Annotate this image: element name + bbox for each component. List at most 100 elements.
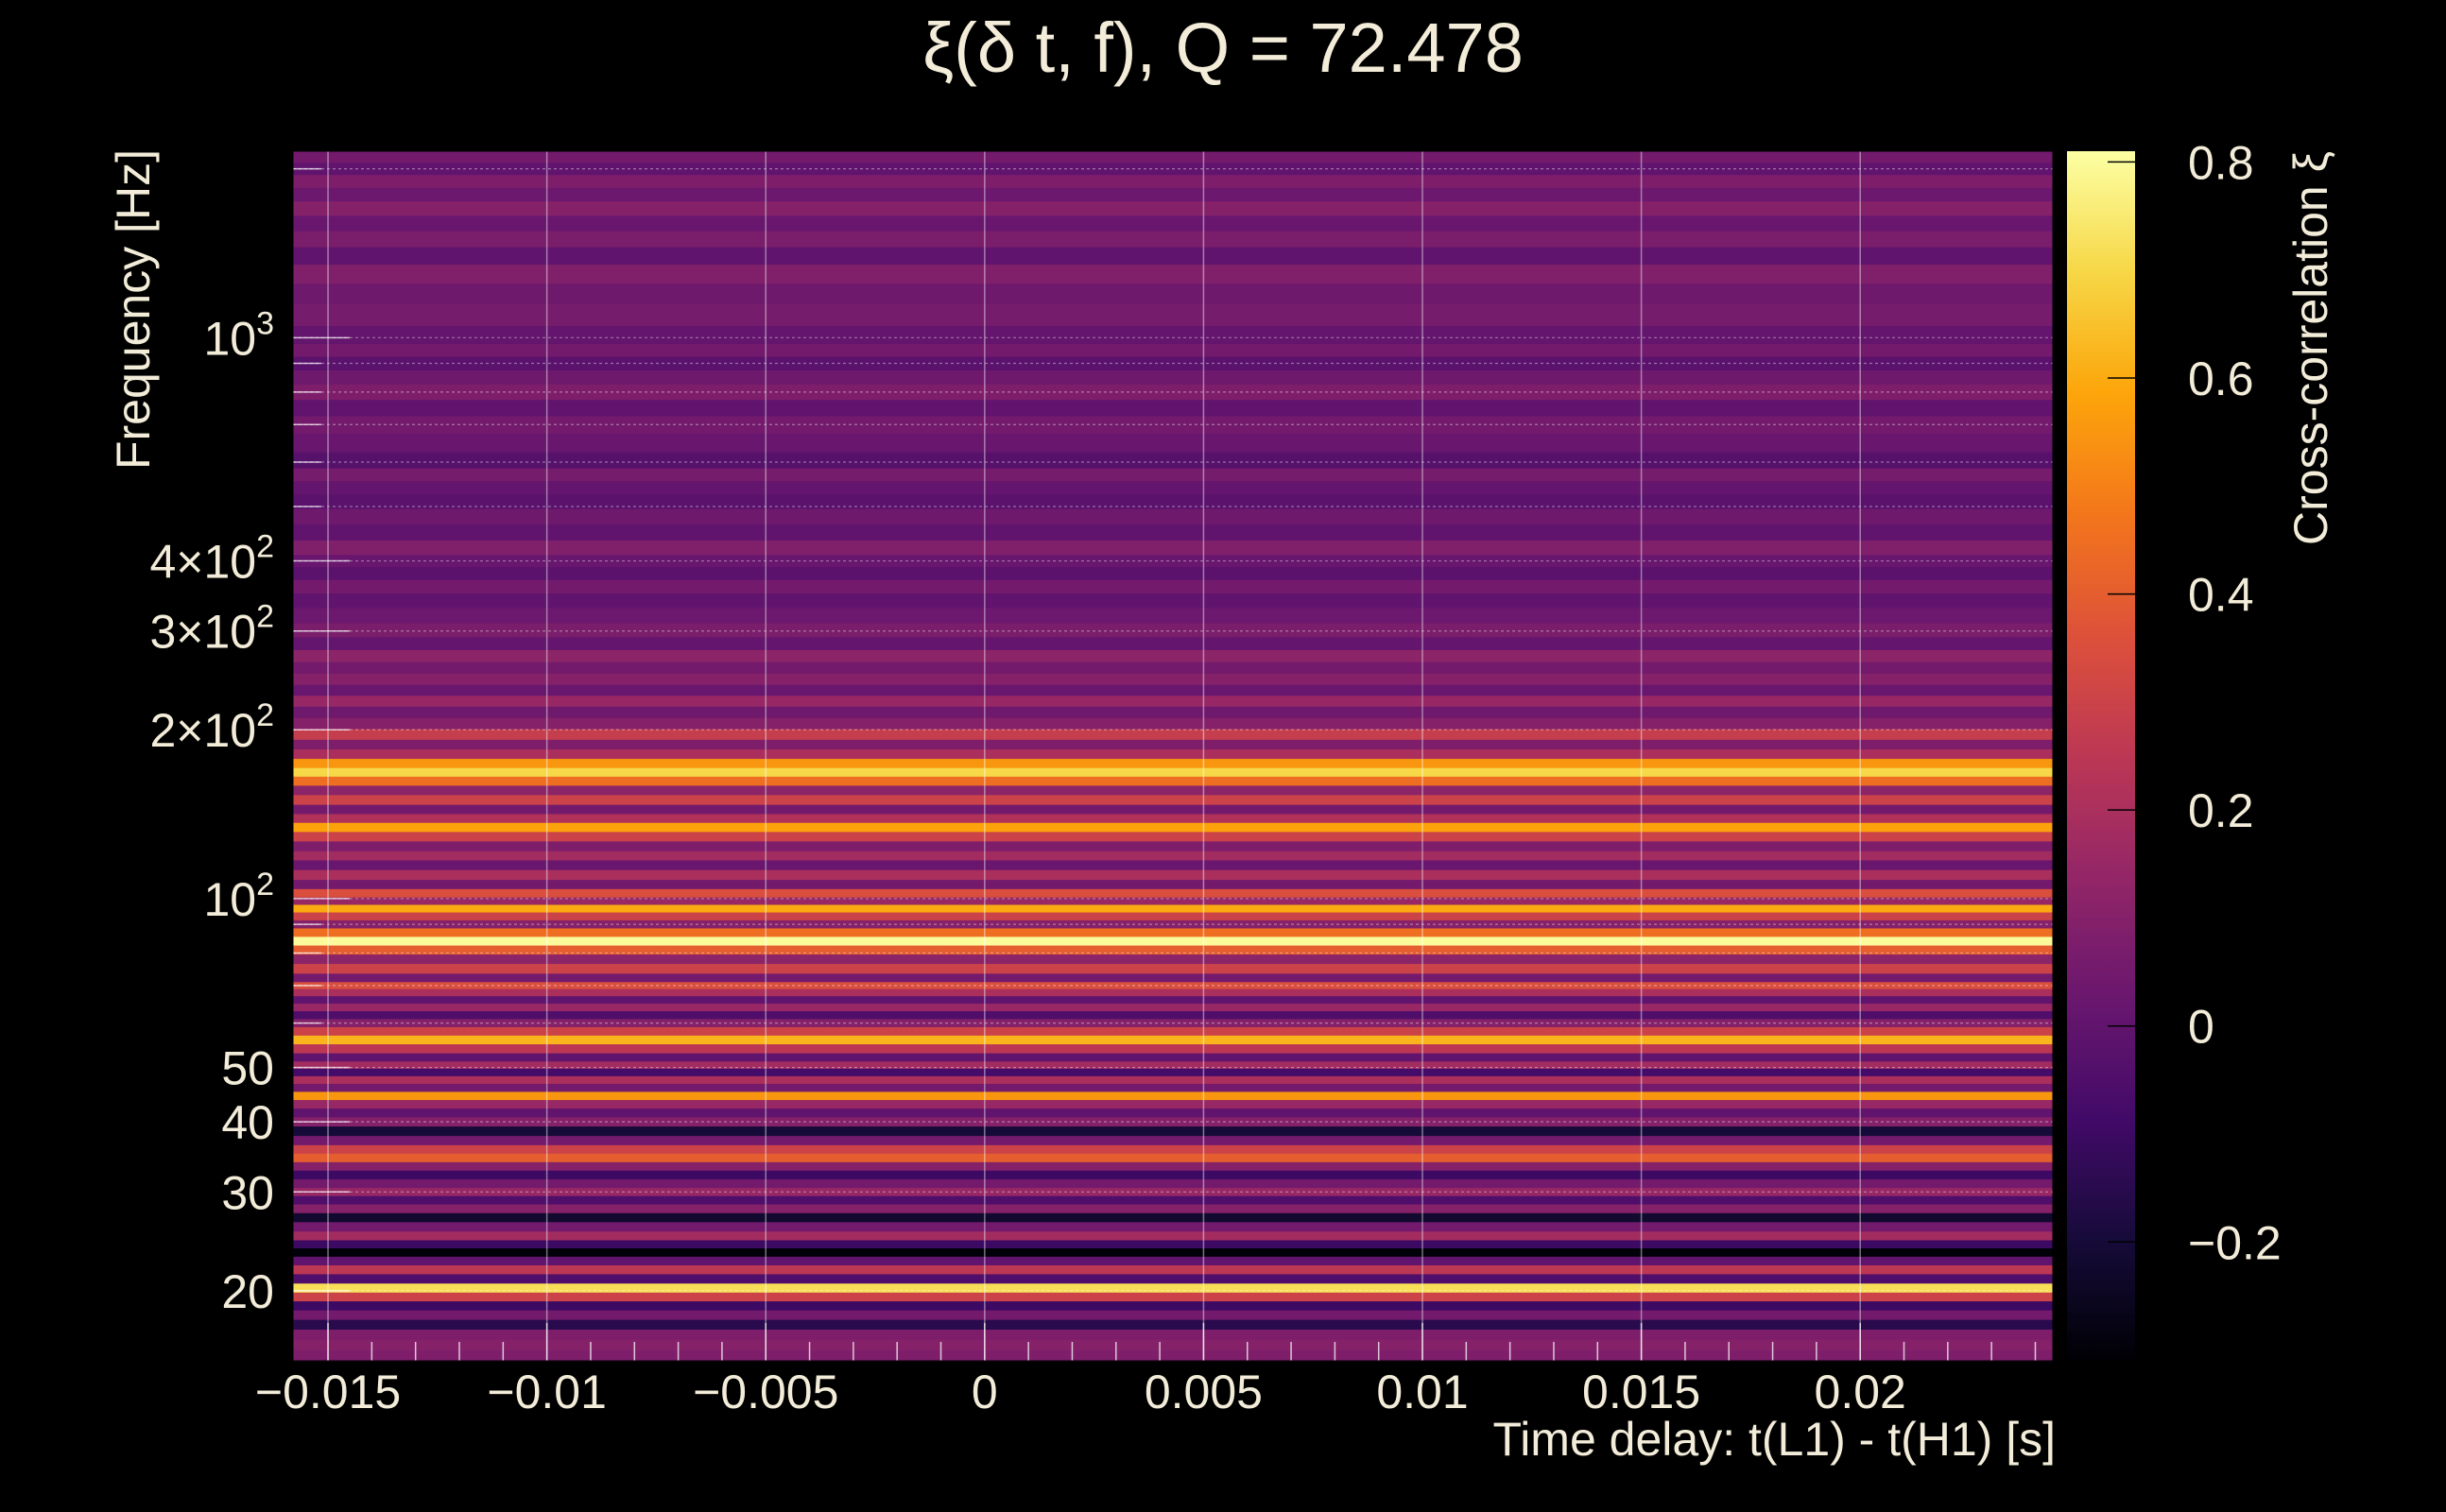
x-tick-labels: −0.015 −0.01 −0.005 0 0.005 0.01 0.015 0.02 (255, 1366, 1906, 1418)
heatmap-band (293, 1292, 2053, 1302)
heatmap-band (293, 649, 2053, 663)
heatmap-band (293, 729, 2053, 741)
heatmap-band (293, 247, 2053, 266)
heatmap-band (293, 1053, 2053, 1062)
heatmap-band (293, 400, 2053, 417)
y-tick-label: 20 (221, 1265, 274, 1318)
heatmap-band (293, 1178, 2053, 1189)
x-tick-label: 0.005 (1145, 1366, 1263, 1418)
heatmap-band (293, 1310, 2053, 1321)
heatmap-band (293, 326, 2053, 345)
x-minor-ticks (327, 1323, 2037, 1361)
colorbar-tick-label: 0.6 (2188, 352, 2254, 405)
y-axis-label: Frequency [Hz] (107, 149, 160, 470)
heatmap-bands (293, 151, 2053, 1362)
colorbar-ticks: 0.8 0.6 0.4 0.2 0 −0.2 (2108, 136, 2282, 1269)
heatmap-band (293, 749, 2053, 760)
heatmap-band (293, 494, 2053, 510)
heatmap-band (293, 1350, 2053, 1362)
heatmap-band (293, 759, 2053, 769)
heatmap-band (293, 201, 2053, 216)
y-tick-label: 3×102 (149, 599, 274, 659)
heatmap-band (293, 1100, 2053, 1109)
y-tick-label: 102 (203, 867, 274, 926)
heatmap-band (293, 814, 2053, 824)
heatmap-band (293, 706, 2053, 719)
heatmap-band (293, 481, 2053, 496)
heatmap-band (293, 187, 2053, 202)
heatmap-band (293, 1283, 2053, 1294)
x-tick-label: −0.01 (487, 1366, 607, 1418)
heatmap-band (293, 524, 2053, 541)
heatmap-band (293, 1195, 2053, 1206)
plot-area (292, 150, 2054, 1362)
heatmap-band (293, 1319, 2053, 1331)
y-tick-label: 30 (221, 1166, 274, 1219)
heatmap-band (293, 936, 2053, 947)
heatmap-band (293, 795, 2053, 806)
x-axis-label: Time delay: t(L1) - t(H1) [s] (1493, 1413, 2056, 1466)
heatmap-band (293, 385, 2053, 401)
y-tick-label: 4×102 (149, 529, 274, 589)
x-tick-label: 0.01 (1376, 1366, 1468, 1418)
heatmap-band (293, 869, 2053, 881)
heatmap-band (293, 841, 2053, 852)
heatmap-band (293, 1068, 2053, 1077)
heatmap-band (293, 284, 2053, 305)
heatmap-band (293, 996, 2053, 1005)
heatmap-band (293, 555, 2053, 568)
heatmap-band (293, 785, 2053, 796)
heatmap-band (293, 468, 2053, 482)
x-tick-label: 0.02 (1815, 1366, 1906, 1418)
heatmap-band (293, 452, 2053, 470)
heatmap-band (293, 1330, 2053, 1341)
heatmap-band (293, 973, 2053, 983)
heatmap-band (293, 804, 2053, 816)
heatmap-band (293, 696, 2053, 708)
heatmap-band (293, 897, 2053, 906)
heatmap-band (293, 1126, 2053, 1137)
x-tick-label: 0.015 (1582, 1366, 1700, 1418)
heatmap-band (293, 369, 2053, 386)
heatmap-band (293, 416, 2053, 435)
heatmap-band (293, 684, 2053, 696)
y-tick-label: 103 (203, 305, 274, 365)
heatmap-band (293, 767, 2053, 778)
colorbar-tick-label: 0 (2188, 1001, 2214, 1054)
heatmap-band (293, 832, 2053, 842)
heatmap-band (293, 567, 2053, 581)
y-tick-label: 2×102 (149, 697, 274, 757)
heatmap-band (293, 860, 2053, 871)
heatmap-band (293, 433, 2053, 454)
heatmap-band (293, 1091, 2053, 1101)
heatmap-band (293, 1075, 2053, 1085)
heatmap-band (293, 1144, 2053, 1155)
heatmap-band (293, 508, 2053, 525)
chart-title: ξ(δ t, f), Q = 72.478 (922, 9, 1524, 87)
heatmap-band (293, 1248, 2053, 1258)
heatmap-band (293, 1301, 2053, 1312)
heatmap-band (293, 1083, 2053, 1092)
heatmap-band (293, 215, 2053, 232)
heatmap-band (293, 637, 2053, 651)
colorbar: 0.8 0.6 0.4 0.2 0 −0.2 Cross-correlation ξ (2067, 136, 2337, 1361)
colorbar-tick-label: 0.2 (2188, 784, 2254, 837)
heatmap-band (293, 1061, 2053, 1070)
heatmap-band (293, 1170, 2053, 1180)
heatmap-band (293, 1044, 2053, 1055)
heatmap-band (293, 880, 2053, 890)
heatmap-band (293, 662, 2053, 675)
heatmap-band (293, 623, 2053, 638)
plot-frame (292, 150, 2054, 1362)
heatmap-band (293, 303, 2053, 327)
heatmap-band (293, 343, 2053, 358)
x-tick-label: 0 (972, 1366, 998, 1418)
heatmap-band (293, 964, 2053, 974)
heatmap-band (293, 850, 2053, 862)
heatmap-band (293, 982, 2053, 990)
x-tick-label: −0.015 (255, 1366, 401, 1418)
heatmap-band (293, 579, 2053, 594)
heatmap-band (293, 1339, 2053, 1351)
